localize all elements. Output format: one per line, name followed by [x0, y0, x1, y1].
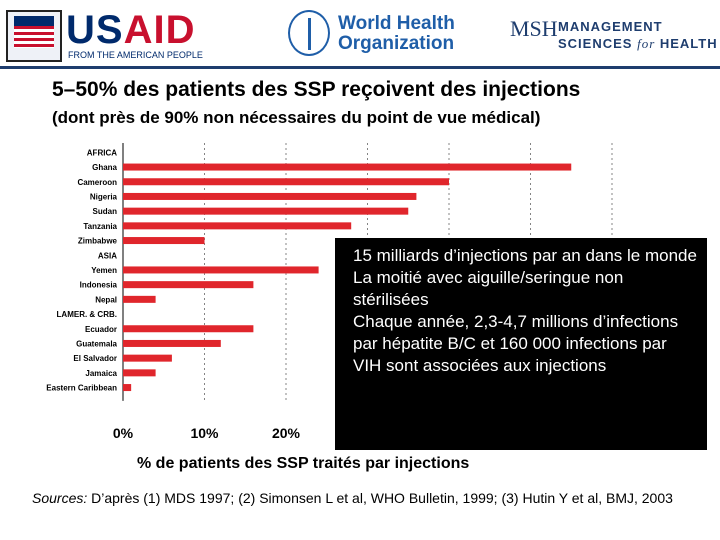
bar: [123, 339, 221, 347]
category-label: Guatemala: [76, 339, 117, 348]
usaid-seal-icon: [6, 10, 62, 62]
info-line-3: Chaque année, 2,3-4,7 millions d’infecti…: [353, 312, 679, 375]
category-label: Jamaica: [85, 369, 117, 378]
who-emblem-icon: [288, 10, 330, 56]
bar: [123, 266, 319, 274]
bar: [123, 178, 449, 186]
category-label: AFRICA: [87, 148, 117, 157]
category-label: Cameroon: [77, 178, 117, 187]
usaid-tagline: FROM THE AMERICAN PEOPLE: [68, 50, 203, 60]
category-label: Indonesia: [80, 281, 118, 290]
who-logo: World Health Organization: [288, 10, 458, 58]
category-label: Sudan: [93, 207, 118, 216]
info-line-2: La moitié avec aiguille/seringue non sté…: [353, 268, 624, 309]
sources-prefix: Sources:: [32, 490, 88, 506]
category-label: El Salvador: [73, 354, 117, 363]
category-label: Zimbabwe: [78, 237, 118, 246]
bar: [123, 369, 156, 377]
bar: [123, 237, 205, 245]
sources-note: Sources: D’après (1) MDS 1997; (2) Simon…: [32, 489, 702, 507]
category-label: Yemen: [91, 266, 117, 275]
category-label: Tanzania: [83, 222, 117, 231]
category-label: LAMER. & CRB.: [57, 310, 117, 319]
who-wordmark: World Health Organization: [338, 13, 455, 54]
bar: [123, 354, 172, 362]
info-box: 15 milliards d’injections par an dans le…: [335, 238, 707, 450]
bar: [123, 192, 417, 200]
usaid-logo: USAID FROM THE AMERICAN PEOPLE: [6, 8, 206, 62]
bar: [123, 163, 572, 171]
category-label: Ghana: [92, 163, 117, 172]
msh-logo: MSH MANAGEMENT SCIENCES for HEALTH: [510, 14, 718, 56]
bar: [123, 222, 352, 230]
x-axis-label: % de patients des SSP traités par inject…: [137, 455, 470, 472]
usaid-wordmark: USAID: [66, 8, 196, 52]
msh-mark-icon: MSH: [510, 16, 558, 41]
msh-wordmark: MANAGEMENT SCIENCES for HEALTH: [558, 19, 718, 51]
category-label: ASIA: [98, 251, 117, 260]
header-rule: [0, 66, 720, 69]
category-label: Eastern Caribbean: [46, 384, 117, 393]
bar: [123, 295, 156, 303]
bar: [123, 281, 254, 289]
category-label: Nigeria: [90, 192, 118, 201]
x-tick-label: 10%: [190, 425, 219, 441]
logo-banner: USAID FROM THE AMERICAN PEOPLE World Hea…: [0, 0, 720, 68]
bar: [123, 384, 132, 392]
category-label: Nepal: [95, 295, 117, 304]
x-tick-label: 0%: [113, 425, 134, 441]
bar: [123, 207, 409, 215]
category-label: Ecuador: [85, 325, 117, 334]
x-tick-label: 20%: [272, 425, 301, 441]
slide-title: 5–50% des patients des SSP reçoivent des…: [52, 78, 581, 101]
slide-subtitle: (dont près de 90% non nécessaires du poi…: [52, 108, 541, 127]
info-line-1: 15 milliards d’injections par an dans le…: [353, 246, 697, 265]
sources-text: D’après (1) MDS 1997; (2) Simonsen L et …: [87, 490, 673, 506]
bar: [123, 325, 254, 333]
